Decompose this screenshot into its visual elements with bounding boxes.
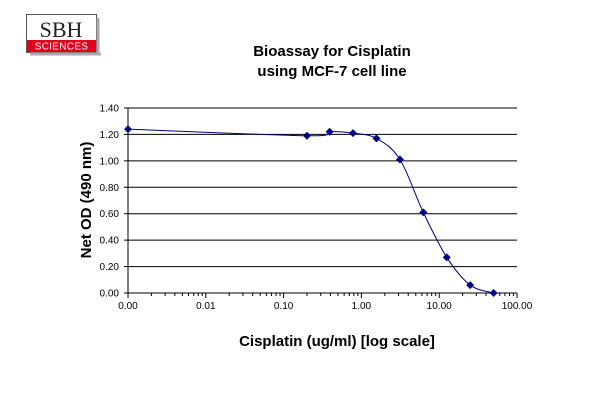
x-tick-labels: 0.00 0.01 0.10 1.00 10.00 100.00 <box>118 301 532 312</box>
logo-bottom-text: SCIENCES <box>35 42 89 53</box>
y-tick-label: 0.40 <box>100 236 120 247</box>
x-tick-label: 0.01 <box>196 301 216 312</box>
data-point-marker <box>349 129 358 138</box>
chart-title: Bioassay for Cisplatin using MCF-7 cell … <box>253 43 411 80</box>
chart-title-line-2: using MCF-7 cell line <box>257 63 406 80</box>
x-tick-label: 10.00 <box>427 301 452 312</box>
data-point-marker <box>466 281 475 290</box>
y-tick-label: 0.60 <box>100 209 120 220</box>
logo-top-text: SBH <box>40 17 83 42</box>
x-tick-label: 100.00 <box>502 301 533 312</box>
data-point-marker <box>372 134 381 143</box>
x-tick-label: 0.00 <box>118 301 138 312</box>
chart-title-line-1: Bioassay for Cisplatin <box>253 43 411 60</box>
gridlines <box>128 107 517 268</box>
data-point-marker <box>124 125 132 134</box>
x-axis-label: Cisplatin (ug/ml) [log scale] <box>239 333 435 350</box>
data-point-marker <box>303 131 312 140</box>
axes <box>124 107 518 298</box>
logo-band <box>27 40 96 52</box>
y-axis-label: Net OD (490 nm) <box>78 142 95 259</box>
y-tick-label: 0.20 <box>100 262 120 273</box>
series-markers <box>124 125 498 297</box>
data-point-marker <box>419 208 428 217</box>
y-tick-label: 1.00 <box>100 156 120 167</box>
x-tick-label: 0.10 <box>274 301 294 312</box>
data-point-marker <box>325 127 334 136</box>
sbh-sciences-logo: SBH SCIENCES <box>26 14 101 56</box>
y-tick-labels: 0.00 0.20 0.40 0.60 0.80 1.00 1.20 1.40 <box>100 104 120 300</box>
y-tick-label: 0.80 <box>100 183 120 194</box>
data-point-marker <box>489 289 498 297</box>
y-tick-label: 0.00 <box>100 289 120 300</box>
y-tick-label: 1.20 <box>100 130 120 141</box>
x-tick-label: 1.00 <box>352 301 372 312</box>
series-line <box>127 128 494 294</box>
y-tick-label: 1.40 <box>100 104 120 115</box>
data-point-marker <box>395 155 404 164</box>
data-point-marker <box>442 253 451 262</box>
